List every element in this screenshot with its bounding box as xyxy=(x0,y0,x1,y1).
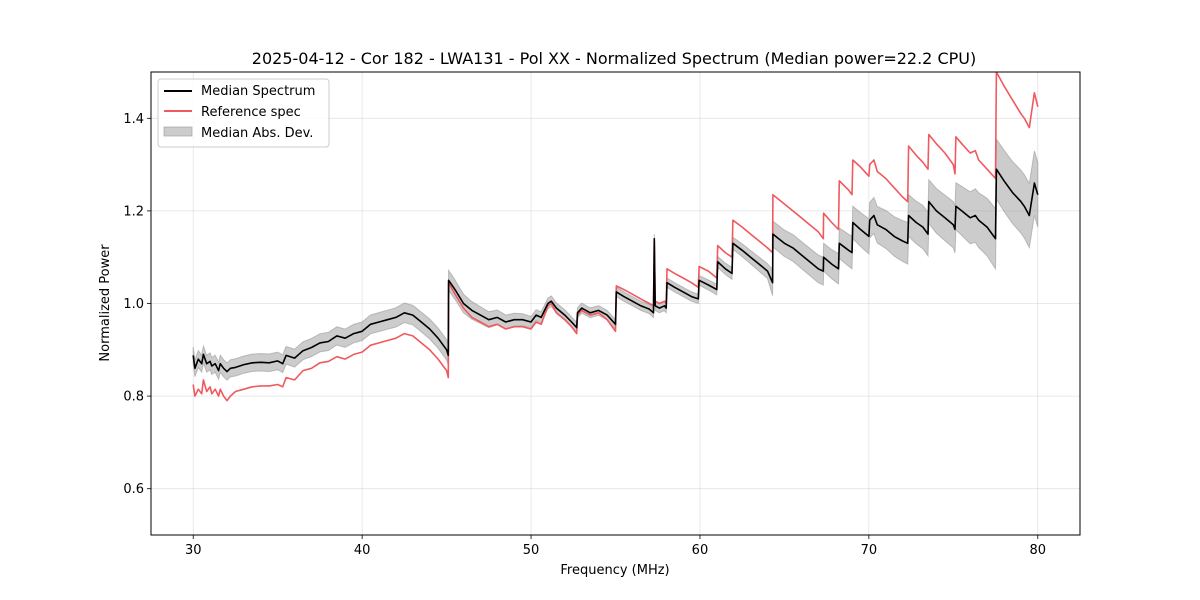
legend: Median Spectrum Reference spec Median Ab… xyxy=(157,78,330,148)
y-tick-label: 0.8 xyxy=(123,390,144,405)
x-tick-label: 80 xyxy=(1029,543,1046,558)
reference-spectrum-line xyxy=(192,72,1039,402)
x-tick-label: 40 xyxy=(354,543,371,558)
legend-label-median: Median Spectrum xyxy=(201,84,315,99)
legend-box xyxy=(157,78,330,148)
legend-label-reference: Reference spec xyxy=(201,105,301,120)
chart-title: 2025-04-12 - Cor 182 - LWA131 - Pol XX -… xyxy=(252,49,976,68)
y-tick-label: 1.2 xyxy=(123,204,144,219)
x-axis: 30 40 50 60 70 80 xyxy=(185,535,1046,558)
x-tick-label: 70 xyxy=(861,543,878,558)
plot-area xyxy=(192,72,1039,402)
x-axis-label: Frequency (MHz) xyxy=(560,563,669,578)
legend-swatch-mad xyxy=(163,126,193,137)
y-axis: 0.6 0.8 1.0 1.2 1.4 xyxy=(123,112,151,497)
legend-label-mad: Median Abs. Dev. xyxy=(201,126,313,141)
x-tick-label: 50 xyxy=(523,543,540,558)
x-tick-label: 30 xyxy=(185,543,202,558)
y-axis-label: Normalized Power xyxy=(98,244,113,362)
y-tick-label: 0.6 xyxy=(123,482,144,497)
mad-band xyxy=(192,137,1039,381)
y-tick-label: 1.4 xyxy=(123,112,144,127)
x-tick-label: 60 xyxy=(692,543,709,558)
median-spectrum-line xyxy=(192,168,1039,373)
y-tick-label: 1.0 xyxy=(123,297,144,312)
